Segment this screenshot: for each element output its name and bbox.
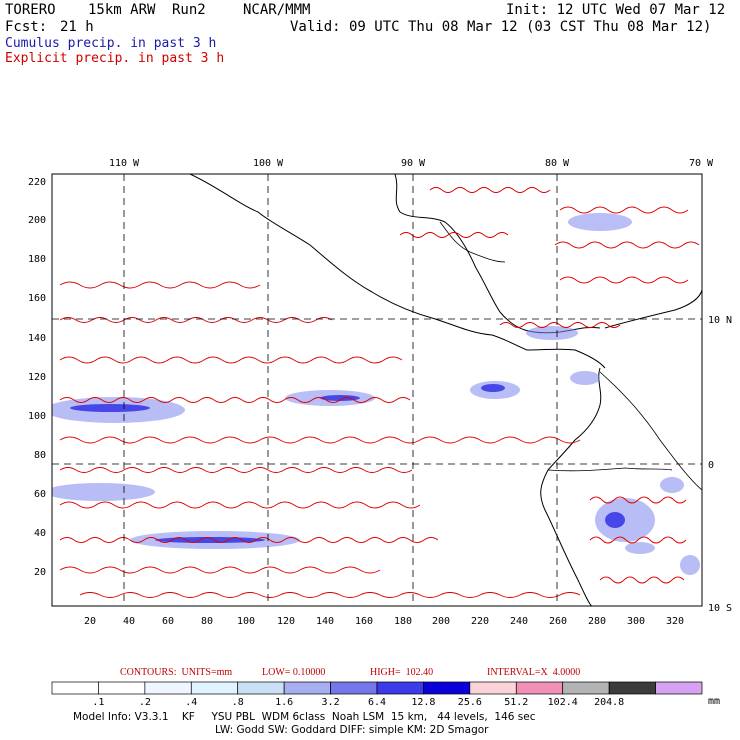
x-tick-label: 200: [432, 616, 450, 627]
lon-label-90w: 90 W: [401, 158, 426, 169]
colorbar-swatch: [330, 681, 378, 695]
y-tick-label: 160: [28, 293, 46, 304]
x-tick-label: 80: [201, 616, 213, 627]
y-tick-label: 140: [28, 333, 46, 344]
colorbar-swatch: [376, 681, 424, 695]
x-tick-label: 40: [123, 616, 135, 627]
colorbar-swatch: [423, 681, 471, 695]
border-ecuador-peru: [547, 467, 673, 472]
colorbar-swatch: [283, 681, 331, 695]
contours-high: HIGH= 102.40: [370, 667, 434, 678]
y-tick-label: 220: [28, 177, 46, 188]
colorbar-tick-label: .1: [92, 697, 104, 708]
colorbar-tick-label: 12.8: [411, 697, 435, 708]
colorbar-tick-label: .8: [232, 697, 244, 708]
lat-label-10n: 10 N: [708, 315, 732, 326]
y-tick-label: 40: [34, 528, 46, 539]
header-fcst-label: Fcst:: [5, 19, 48, 35]
lon-label-80w: 80 W: [545, 158, 570, 169]
y-tick-label: 20: [34, 567, 46, 578]
x-tick-label: 20: [84, 616, 96, 627]
y-tick-label: 200: [28, 215, 46, 226]
x-tick-label: 140: [316, 616, 334, 627]
colorbar-tick-label: 51.2: [504, 697, 528, 708]
y-tick-label: 120: [28, 372, 46, 383]
header-model: TORERO: [5, 2, 56, 18]
map-frame: [51, 173, 703, 607]
contours-low: LOW= 0.10000: [262, 667, 326, 678]
x-tick-label: 100: [237, 616, 255, 627]
y-tick-label: 180: [28, 254, 46, 265]
model-info-line2: LW: Godd SW: Goddard DIFF: simple KM: 2D…: [215, 724, 489, 736]
header-resolution: 15km ARW: [88, 2, 156, 18]
colorbar: [51, 681, 703, 695]
x-tick-label: 220: [471, 616, 489, 627]
colorbar-swatch: [190, 681, 239, 695]
colorbar-swatch: [655, 681, 703, 695]
colorbar-swatch: [51, 681, 99, 695]
lon-label-70w: 70 W: [689, 158, 714, 169]
x-tick-label: 260: [549, 616, 567, 627]
left-axis: 220 200 180 160 140 120 100 80 60 40 20: [28, 177, 46, 578]
coastline-venezuela: [604, 289, 702, 329]
header-fcst-value: 21 h: [60, 19, 94, 35]
lon-label-110w: 110 W: [109, 158, 140, 169]
colorbar-swatch: [237, 681, 285, 695]
y-tick-label: 60: [34, 489, 46, 500]
bottom-axis: 20 40 60 80 100 120 140 160 180 200 220 …: [84, 616, 684, 627]
legend-cumulus: Cumulus precip. in past 3 h: [5, 36, 217, 51]
colorbar-tick-label: .2: [139, 697, 151, 708]
contours-units: CONTOURS: UNITS=mm: [120, 667, 233, 678]
x-tick-label: 180: [394, 616, 412, 627]
lat-label-0: 0: [708, 460, 714, 471]
lat-lon-grid: [52, 174, 702, 606]
colorbar-tick-label: 1.6: [275, 697, 293, 708]
x-tick-label: 280: [588, 616, 606, 627]
x-tick-label: 320: [666, 616, 684, 627]
y-tick-label: 100: [28, 411, 46, 422]
colorbar-tick-label: 204.8: [594, 697, 624, 708]
legend-explicit: Explicit precip. in past 3 h: [5, 51, 225, 66]
colorbar-tick-label: 25.6: [458, 697, 482, 708]
header-org: NCAR/MMM: [243, 2, 311, 18]
coastline-south-america: [540, 367, 602, 606]
colorbar-tick-label: 3.2: [322, 697, 340, 708]
border-colombia-brazil: [599, 371, 702, 491]
model-info-line1: Model Info: V3.3.1 KF YSU PBL WDM 6class…: [73, 711, 536, 723]
contours-interval: INTERVAL=X 4.0000: [487, 667, 581, 678]
header-init: Init: 12 UTC Wed 07 Mar 12: [506, 2, 726, 18]
colorbar-tick-label: .4: [185, 697, 197, 708]
header-run: Run2: [172, 2, 206, 18]
y-tick-label: 80: [34, 450, 46, 461]
coastline-pacific-central-america: [189, 174, 606, 369]
border-mexico-guatemala: [439, 221, 506, 263]
header-valid: Valid: 09 UTC Thu 08 Mar 12 (03 CST Thu …: [290, 19, 712, 35]
colorbar-swatch: [469, 681, 517, 695]
x-tick-label: 240: [510, 616, 528, 627]
explicit-precip-contours: [59, 187, 700, 598]
lon-label-100w: 100 W: [253, 158, 284, 169]
colorbar-unit: mm: [708, 696, 720, 707]
colorbar-swatch: [608, 681, 656, 695]
x-tick-label: 300: [627, 616, 645, 627]
x-tick-label: 120: [277, 616, 295, 627]
x-tick-label: 160: [355, 616, 373, 627]
lat-label-10s: 10 S: [708, 603, 732, 614]
colorbar-swatch: [144, 681, 192, 695]
colorbar-tick-label: 6.4: [368, 697, 386, 708]
colorbar-labels: .1 .2 .4 .8 1.6 3.2 6.4 12.8 25.6 51.2 102.4 204.8: [92, 697, 624, 708]
colorbar-swatch: [562, 681, 610, 695]
colorbar-swatch: [515, 681, 564, 695]
x-tick-label: 60: [162, 616, 174, 627]
colorbar-swatch: [98, 681, 146, 695]
colorbar-tick-label: 102.4: [548, 697, 578, 708]
